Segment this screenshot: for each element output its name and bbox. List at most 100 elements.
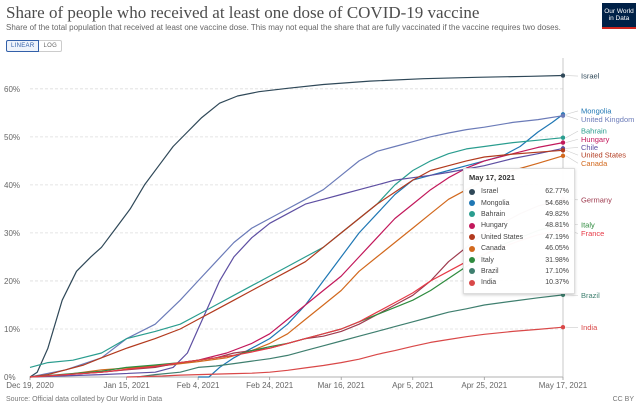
series-end-label: Brazil	[581, 291, 600, 300]
series-end-label: United Kingdom	[581, 115, 634, 124]
log-scale-button[interactable]: LOG	[39, 40, 63, 52]
y-tick-label: 30%	[4, 229, 20, 238]
legend-dot-icon	[469, 211, 475, 218]
series-end-marker	[560, 153, 566, 159]
series-line-united-states	[29, 149, 564, 378]
label-connector	[565, 326, 579, 328]
tooltip-country: Brazil	[481, 267, 499, 275]
tooltip-row: Brazil 17.10%	[469, 266, 569, 277]
tooltip-country: Bahrain	[481, 210, 506, 218]
logo-line-2: in Data	[608, 15, 630, 22]
label-connector	[565, 75, 579, 77]
hover-tooltip: May 17, 2021 Israel 62.77% Mongolia 54.68% B…	[463, 168, 575, 294]
label-connector	[565, 115, 579, 120]
x-tick-label: Dec 19, 2020	[6, 381, 54, 390]
series-end-label: United States	[581, 151, 626, 160]
series-end-label: Mongolia	[581, 106, 612, 115]
y-tick-label: 0%	[4, 373, 16, 382]
legend-dot-icon	[469, 245, 475, 252]
legend-dot-icon	[469, 188, 475, 195]
series-line-brazil	[137, 294, 564, 378]
tooltip-date: May 17, 2021	[469, 173, 515, 182]
source-note: Source: Official data collated by Our Wo…	[6, 396, 163, 403]
series-end-label: Italy	[581, 220, 595, 229]
x-tick-label: Apr 25, 2021	[461, 381, 507, 390]
tooltip-value: 54.68%	[545, 199, 569, 207]
tooltip-country: Hungary	[481, 222, 508, 230]
tooltip-row: India 10.37%	[469, 277, 569, 288]
series-line-united-kingdom	[29, 115, 564, 378]
x-tick-label: Feb 24, 2021	[246, 381, 294, 390]
scale-toggle: LINEAR LOG	[6, 40, 63, 52]
owid-logo[interactable]: Our World in Data	[602, 3, 636, 29]
y-tick-label: 40%	[4, 181, 20, 190]
series-line-india	[126, 326, 564, 378]
tooltip-row: United States 47.19%	[469, 232, 569, 243]
series-line-israel	[29, 74, 564, 378]
tooltip-value: 62.77%	[545, 188, 569, 196]
series-end-marker	[560, 292, 566, 298]
tooltip-value: 10.37%	[545, 279, 569, 287]
tooltip-value: 49.82%	[545, 210, 569, 218]
series-end-label: Germany	[581, 195, 612, 204]
legend-dot-icon	[469, 268, 475, 275]
tooltip-value: 17.10%	[545, 267, 569, 275]
series-end-marker	[560, 113, 566, 118]
y-tick-label: 50%	[4, 133, 20, 142]
tooltip-country: Israel	[481, 188, 499, 196]
tooltip-country: Canada	[481, 245, 506, 253]
tooltip-value: 46.05%	[545, 245, 569, 253]
tooltip-value: 48.81%	[545, 222, 569, 230]
series-end-marker	[560, 140, 566, 145]
chart-title: Share of people who received at least on…	[6, 3, 480, 22]
label-connector	[565, 150, 579, 156]
x-tick-label: Mar 16, 2021	[318, 381, 366, 390]
series-end-label: Hungary	[581, 135, 610, 144]
legend-dot-icon	[469, 222, 475, 229]
tooltip-country: United States	[481, 233, 524, 241]
chart-subtitle: Share of the total population that recei…	[6, 23, 561, 32]
tooltip-row: Bahrain 49.82%	[469, 209, 569, 220]
x-tick-label: May 17, 2021	[539, 381, 588, 390]
series-line-bahrain	[29, 137, 564, 368]
y-tick-label: 60%	[4, 85, 20, 94]
series-end-marker	[560, 135, 566, 140]
legend-dot-icon	[469, 279, 475, 286]
tooltip-row: Canada 46.05%	[469, 243, 569, 254]
tooltip-value: 31.98%	[545, 256, 569, 264]
legend-dot-icon	[469, 257, 475, 264]
label-connector	[565, 110, 579, 115]
series-end-marker	[560, 148, 566, 153]
legend-dot-icon	[469, 200, 475, 207]
tooltip-row: Hungary 48.81%	[469, 220, 569, 231]
x-tick-label: Feb 4, 2021	[177, 381, 220, 390]
label-connector	[565, 138, 579, 143]
label-connector	[565, 155, 579, 164]
series-end-label: Israel	[581, 72, 600, 81]
series-end-label: France	[581, 229, 604, 238]
y-tick-label: 10%	[4, 325, 20, 334]
label-connector	[565, 294, 579, 296]
series-end-label: Chile	[581, 143, 598, 152]
tooltip-country: India	[481, 279, 497, 287]
x-tick-label: Apr 5, 2021	[392, 381, 434, 390]
tooltip-country: Italy	[481, 256, 494, 264]
series-end-marker	[560, 73, 566, 78]
license-link[interactable]: CC BY	[612, 396, 634, 403]
logo-line-1: Our World	[604, 7, 634, 15]
label-connector	[565, 130, 579, 138]
tooltip-value: 47.19%	[545, 233, 569, 241]
tooltip-row: Israel 62.77%	[469, 186, 569, 197]
series-end-marker	[560, 324, 566, 330]
series-end-label: Bahrain	[581, 127, 607, 136]
legend-dot-icon	[469, 234, 475, 241]
tooltip-country: Mongolia	[481, 199, 510, 207]
y-tick-label: 20%	[4, 277, 20, 286]
series-end-label: Canada	[581, 159, 608, 168]
linear-scale-button[interactable]: LINEAR	[6, 40, 40, 52]
tooltip-row: Italy 31.98%	[469, 254, 569, 265]
label-connector	[565, 147, 579, 149]
tooltip-row: Mongolia 54.68%	[469, 197, 569, 208]
series-end-label: India	[581, 323, 598, 332]
